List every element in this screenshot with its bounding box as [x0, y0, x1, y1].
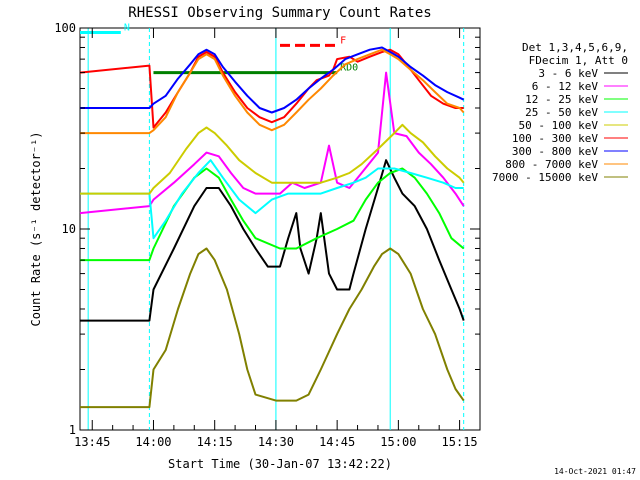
y-ticks: 1 10 100 — [54, 21, 480, 437]
x-tick-label: 14:00 — [135, 435, 171, 449]
x-tick-label: 14:15 — [197, 435, 233, 449]
overlay-label: N — [124, 22, 130, 33]
legend: Det 1,3,4,5,6,9,FDecim 1, Att 03 - 6 keV… — [492, 41, 628, 184]
x-tick-label: 13:45 — [74, 435, 110, 449]
x-tick-label: 15:00 — [380, 435, 416, 449]
series-line — [80, 123, 465, 195]
x-tick-label: 15:15 — [442, 435, 478, 449]
legend-label: 50 - 100 keV — [519, 119, 599, 132]
overlay-label: F — [340, 35, 346, 46]
series-line — [80, 159, 465, 322]
series-line — [80, 48, 465, 135]
chart-title: RHESSI Observing Summary Count Rates — [128, 5, 431, 21]
legend-label: 800 - 7000 keV — [505, 158, 598, 171]
grid-lines — [87, 28, 465, 430]
legend-label: 7000 - 15000 keV — [492, 171, 598, 184]
y-tick-label: 100 — [54, 21, 76, 35]
series-line — [80, 247, 465, 409]
y-tick-label: 10 — [62, 222, 76, 236]
series-line — [80, 46, 465, 114]
y-axis-label: Count Rate (s⁻¹ detector⁻¹) — [29, 131, 43, 326]
plot-area — [79, 27, 481, 431]
legend-label: 25 - 50 keV — [525, 106, 598, 119]
x-tick-label: 14:45 — [319, 435, 355, 449]
legend-label: 3 - 6 keV — [538, 67, 598, 80]
series-line — [79, 71, 465, 215]
x-ticks: 13:45 14:00 14:15 14:30 14:45 15:00 15:15 — [74, 28, 481, 449]
legend-label: 6 - 12 keV — [532, 80, 599, 93]
legend-label: 100 - 300 keV — [512, 132, 598, 145]
legend-header: FDecim 1, Att 0 — [529, 54, 628, 67]
series-group — [79, 46, 465, 409]
legend-header: Det 1,3,4,5,6,9, — [522, 41, 628, 54]
legend-label: 12 - 25 keV — [525, 93, 598, 106]
footer-date: 14-Oct-2021 01:47 — [554, 467, 636, 476]
series-line — [80, 159, 464, 240]
x-tick-label: 14:30 — [258, 435, 294, 449]
x-axis-label: Start Time (30-Jan-07 13:42:22) — [168, 457, 392, 471]
series-line — [79, 48, 464, 129]
y-tick-label: 1 — [69, 423, 76, 437]
overlay-label: RD0 — [340, 63, 358, 74]
legend-label: 300 - 800 keV — [512, 145, 598, 158]
